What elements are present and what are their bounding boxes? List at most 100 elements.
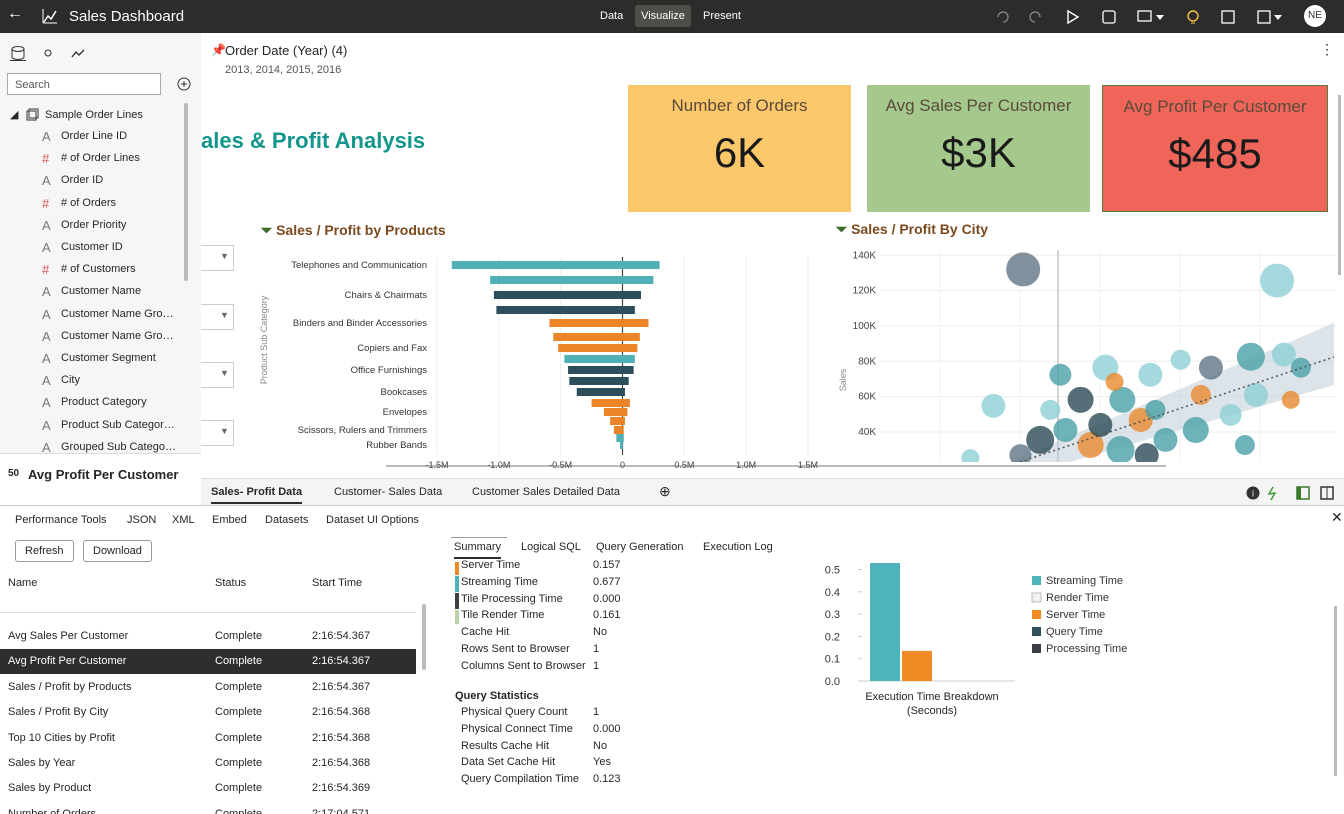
field-label[interactable]: City <box>61 374 80 387</box>
metric-name: Physical Connect Time <box>461 722 573 735</box>
bubble <box>1040 399 1061 420</box>
cell[interactable]: Avg Profit Per Customer <box>8 655 127 668</box>
add-sheet[interactable]: ⊕ <box>659 483 671 499</box>
field-label[interactable]: Customer Name Gro… <box>61 307 174 320</box>
summary-tab[interactable]: Execution Log <box>703 541 773 553</box>
bubble <box>1006 252 1041 287</box>
column-header: Name <box>8 577 38 589</box>
summary-tab[interactable]: Query Generation <box>596 541 684 553</box>
sheet-tab[interactable]: Customer- Sales Data <box>334 486 443 498</box>
field-label[interactable]: # of Orders <box>61 196 117 209</box>
sidebar: Search ◢ Sample Order Lines 50 Avg Profi… <box>0 33 202 505</box>
cell[interactable]: Sales by Product <box>8 782 92 795</box>
close-button[interactable]: ✕ <box>1331 509 1343 525</box>
products-chart: Product Sub Category -1.5M -1.0M -0.5M 0 0.5M… <box>259 257 818 470</box>
panel-tab[interactable]: JSON <box>127 514 157 526</box>
field-icon: # <box>42 262 50 278</box>
cell[interactable]: Top 10 Cities by Profit <box>8 731 115 744</box>
canvas: ales & Profit Analysis ▼ ▼ ▼ ▼ ⏷ Sales /… <box>201 85 1336 478</box>
bubble <box>1234 435 1255 456</box>
cell[interactable]: Number of Orders <box>8 807 97 814</box>
field-label[interactable]: # of Customers <box>61 263 136 276</box>
tab-underline <box>451 537 507 538</box>
kpi-tile[interactable]: Number of Orders 6K <box>628 85 851 212</box>
metric-name: Cache Hit <box>461 626 510 639</box>
button[interactable]: Refresh <box>15 540 74 562</box>
scrollbar <box>422 604 426 670</box>
menu[interactable]: ⋮ <box>1320 41 1334 57</box>
field-label[interactable]: Order Line ID <box>61 130 128 142</box>
y-tick-label: Bookcases <box>381 387 428 398</box>
field-label[interactable]: Order Priority <box>61 218 127 231</box>
sheet-tab[interactable]: Customer Sales Detailed Data <box>472 486 620 498</box>
x-tick-label: -0.5M <box>549 460 572 470</box>
selected-viz: 50 Avg Profit Per Customer <box>0 453 201 505</box>
section-title: Query Statistics <box>455 690 539 702</box>
legend-swatch <box>1032 627 1041 636</box>
x-tick-label: 1.5M <box>798 460 818 470</box>
y-tick-label: 120K <box>853 286 877 297</box>
kpi-tile[interactable]: Avg Sales Per Customer $3K <box>867 85 1090 212</box>
field-label[interactable]: # of Order Lines <box>61 152 140 165</box>
top-bar: ← Sales Dashboard Data Visualize Present… <box>0 0 1344 33</box>
expand-arrow[interactable]: ◢ <box>10 109 19 121</box>
filter-dropdown[interactable]: ▼ <box>201 420 234 446</box>
divider <box>0 612 416 613</box>
field-label[interactable]: Product Sub Categor… <box>61 418 175 431</box>
cell: 2:17:04.571 <box>312 807 371 814</box>
summary-tab[interactable]: Summary <box>454 541 502 559</box>
kpi-tile[interactable]: Avg Profit Per Customer $485 <box>1102 85 1328 212</box>
y-tick-label: 0.1 <box>825 654 840 666</box>
cell[interactable]: Sales by Year <box>8 757 76 769</box>
metric-name: Rows Sent to Browser <box>461 643 570 655</box>
bars <box>870 563 932 681</box>
bar <box>591 399 630 407</box>
cell[interactable]: Sales / Profit by Products <box>8 680 132 693</box>
cell[interactable]: Sales / Profit By City <box>8 706 109 719</box>
filter-label[interactable]: Order Date (Year) (4) <box>225 43 348 58</box>
search-input[interactable]: Search <box>7 73 161 95</box>
field-icon: A <box>42 173 51 189</box>
metric-value: No <box>593 626 608 639</box>
add-button[interactable] <box>177 77 191 91</box>
field-label[interactable]: Customer Name <box>61 285 142 298</box>
sheet-tab-active[interactable]: Sales- Profit Data <box>211 486 303 504</box>
tab[interactable]: Present <box>703 10 741 22</box>
panel-tab[interactable]: Embed <box>212 514 247 526</box>
cell[interactable]: Avg Sales Per Customer <box>8 630 129 642</box>
field-label[interactable]: Customer ID <box>61 241 123 253</box>
bar <box>451 261 660 269</box>
filter-dropdown[interactable]: ▼ <box>201 304 234 330</box>
field-label[interactable]: Customer Name Gro… <box>61 329 174 342</box>
field-icon: # <box>42 195 50 211</box>
avatar[interactable]: NE <box>1304 5 1326 27</box>
metric-name: Results Cache Hit <box>461 739 550 752</box>
bubble <box>1009 444 1032 462</box>
canvas-tab-icons: i <box>1246 486 1334 501</box>
filter-dropdown[interactable]: ▼ <box>201 245 234 271</box>
field-label[interactable]: Order ID <box>61 174 104 187</box>
summary-tab[interactable]: Logical SQL <box>521 541 581 553</box>
y-tick-label: Scissors, Rulers and Trimmers <box>298 425 428 436</box>
tab-active[interactable]: Visualize <box>635 5 691 27</box>
x-tick-label: -1.5M <box>425 460 448 470</box>
bubble <box>1260 263 1295 298</box>
field-label[interactable]: Grouped Sub Catego… <box>61 440 176 453</box>
bubble <box>1281 390 1300 409</box>
panel-tab[interactable]: Datasets <box>265 514 309 526</box>
back-button[interactable]: ← <box>7 5 23 22</box>
panel-tab[interactable]: Dataset UI Options <box>326 514 419 526</box>
bar <box>493 291 642 299</box>
field-label[interactable]: Product Category <box>61 396 147 409</box>
x-tick-label: 0.5M <box>674 460 694 470</box>
panel-tab[interactable]: Performance Tools <box>15 514 107 526</box>
tab[interactable]: Data <box>600 10 624 22</box>
y-tick-label: Binders and Binder Accessories <box>293 318 427 329</box>
button[interactable]: Download <box>83 540 152 562</box>
y-tick-label: Copiers and Fax <box>357 343 427 354</box>
field-label[interactable]: Customer Segment <box>61 352 156 364</box>
toolbar-icons <box>997 9 1282 25</box>
filter-dropdown[interactable]: ▼ <box>201 362 234 388</box>
panel-tab[interactable]: XML <box>172 514 195 526</box>
metric-value: 0.000 <box>593 722 621 735</box>
